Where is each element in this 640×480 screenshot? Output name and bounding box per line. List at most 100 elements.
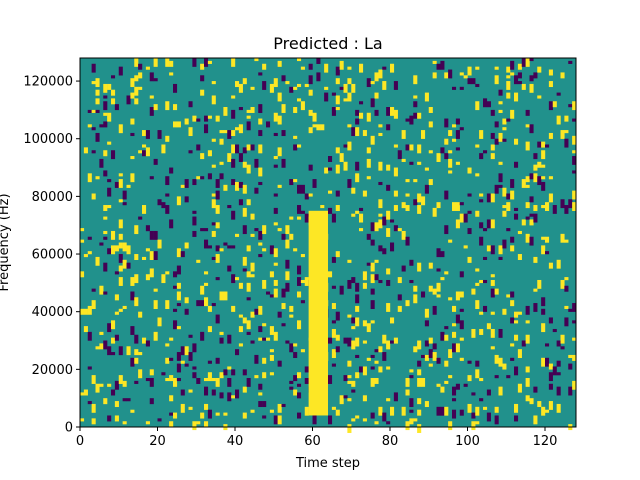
heatmap-cell — [285, 239, 290, 249]
heatmap-cell — [448, 421, 453, 431]
heatmap-cell — [99, 331, 104, 335]
heatmap-cell — [533, 173, 538, 183]
heatmap-cell — [545, 409, 550, 413]
heatmap-cell — [343, 144, 348, 148]
heatmap-cell — [378, 366, 383, 373]
heatmap-cell — [114, 245, 119, 252]
heatmap-cell — [393, 167, 398, 177]
heatmap-cell — [479, 222, 484, 229]
heatmap-cell — [95, 98, 100, 105]
heatmap-cell — [452, 138, 457, 142]
heatmap-cell — [498, 328, 503, 338]
heatmap-cell — [514, 138, 519, 145]
heatmap-cell — [254, 187, 259, 194]
heatmap-cell — [173, 308, 178, 312]
heatmap-cell — [87, 331, 92, 341]
heatmap-cell — [382, 216, 387, 226]
heatmap-cell — [223, 107, 228, 116]
heatmap-cell — [436, 282, 441, 292]
heatmap-cell — [289, 305, 294, 312]
heatmap-cell — [455, 219, 460, 229]
heatmap-cell — [568, 104, 573, 108]
heatmap-cell — [304, 277, 309, 286]
y-axis-label: Frequency (Hz) — [0, 193, 12, 291]
heatmap-cell — [428, 285, 433, 292]
heatmap-cell — [525, 184, 530, 188]
heatmap-cell — [293, 248, 298, 252]
heatmap-cell — [343, 83, 348, 93]
heatmap-cell — [114, 104, 119, 111]
heatmap-cell — [107, 187, 112, 197]
heatmap-cell — [517, 349, 522, 359]
y-tick-label: 20000 — [32, 363, 73, 378]
heatmap-cell — [157, 418, 162, 422]
heatmap-cell — [149, 107, 154, 116]
heatmap-cell — [176, 196, 181, 206]
heatmap-cell — [273, 222, 278, 226]
heatmap-cell — [564, 317, 569, 327]
heatmap-cell — [428, 349, 433, 359]
chart-title: Predicted : La — [273, 34, 382, 53]
heatmap-cell — [355, 354, 360, 359]
heatmap-cell — [273, 207, 278, 214]
heatmap-cell — [452, 202, 457, 211]
heatmap-cell — [157, 239, 162, 249]
heatmap-cell — [359, 112, 364, 119]
heatmap-cell — [196, 144, 201, 151]
heatmap-cell — [204, 403, 209, 410]
heatmap-cell — [467, 256, 472, 263]
heatmap-cell — [335, 107, 340, 111]
heatmap-cell — [382, 81, 387, 90]
heatmap-cell — [405, 118, 410, 122]
heatmap-cell — [529, 219, 534, 226]
heatmap-cell — [269, 409, 274, 413]
heatmap-cell — [273, 132, 278, 137]
heatmap-cell — [521, 340, 526, 347]
heatmap-cell — [130, 409, 135, 413]
heatmap-cell — [467, 167, 472, 174]
heatmap-cell — [432, 72, 437, 79]
heatmap-cell — [413, 112, 418, 119]
heatmap-cell — [568, 354, 573, 359]
heatmap-cell — [444, 326, 449, 330]
heatmap-cell — [471, 412, 476, 419]
heatmap-cell — [355, 372, 360, 379]
heatmap-cell — [552, 205, 557, 214]
heatmap-cell — [111, 352, 116, 356]
heatmap-cell — [572, 135, 577, 145]
heatmap-cell — [231, 395, 236, 399]
heatmap-cell — [537, 141, 542, 148]
heatmap-cell — [99, 158, 104, 168]
heatmap-cell — [548, 101, 553, 111]
heatmap-cell — [525, 395, 530, 402]
heatmap-cell — [514, 161, 519, 168]
heatmap-cell — [479, 279, 484, 284]
heatmap-cell — [281, 233, 286, 240]
heatmap-cell — [281, 288, 286, 298]
heatmap-cell — [215, 179, 220, 188]
heatmap-cell — [436, 268, 441, 272]
heatmap-cell — [242, 225, 247, 235]
heatmap-cell — [130, 277, 135, 286]
heatmap-cell — [169, 395, 174, 402]
heatmap-cell — [490, 328, 495, 338]
heatmap-cell — [219, 372, 224, 379]
heatmap-cell — [328, 190, 333, 194]
heatmap-cell — [196, 259, 201, 263]
heatmap-cell — [417, 262, 422, 272]
heatmap-cell — [545, 144, 550, 148]
heatmap-cell — [459, 320, 464, 330]
heatmap-cell — [413, 285, 418, 292]
heatmap-cell — [525, 305, 530, 315]
heatmap-cell — [409, 259, 414, 266]
heatmap-cell — [258, 104, 263, 113]
heatmap-cell — [362, 340, 367, 344]
heatmap-cell — [130, 156, 135, 160]
heatmap-cell — [258, 326, 263, 333]
heatmap-cell — [204, 115, 209, 122]
x-tick-label: 20 — [149, 434, 166, 449]
heatmap-cell — [467, 78, 472, 85]
heatmap-cell — [556, 403, 561, 413]
heatmap-cell — [188, 352, 193, 361]
heatmap-cell — [455, 130, 460, 139]
